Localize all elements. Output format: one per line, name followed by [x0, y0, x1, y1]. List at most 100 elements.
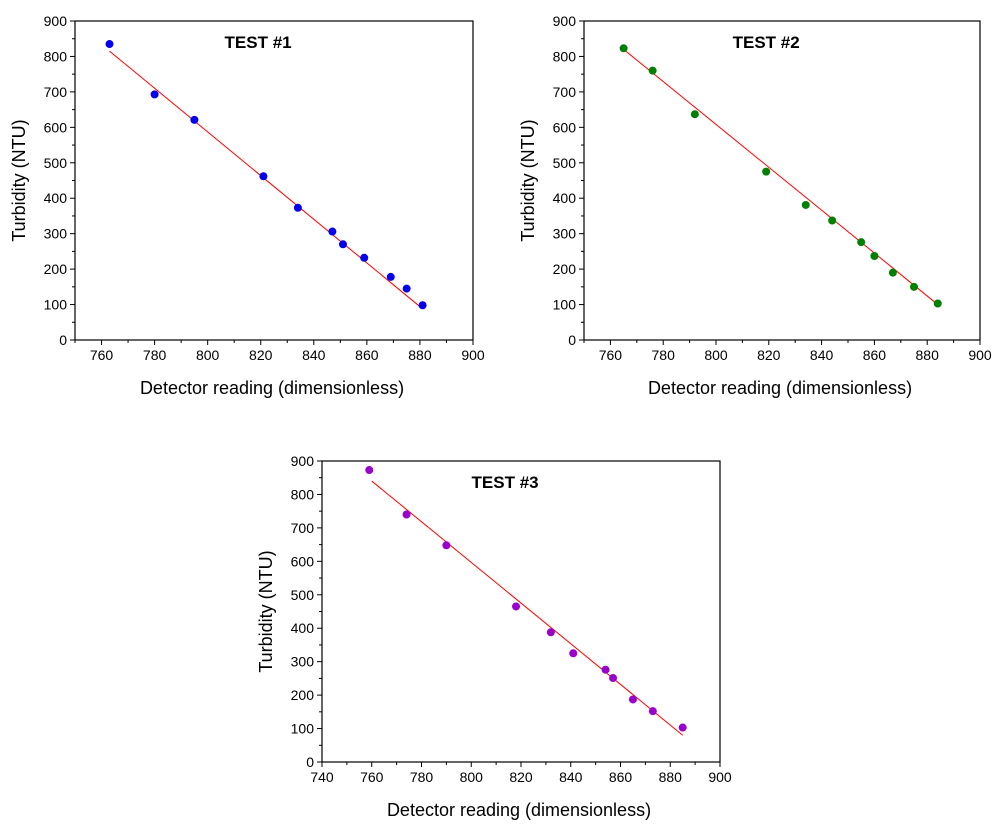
data-point: [678, 723, 687, 732]
data-point: [365, 466, 374, 475]
y-tick-label: 500: [553, 155, 577, 171]
data-point: [569, 649, 578, 658]
y-axis-label: Turbidity (NTU): [256, 550, 276, 672]
data-point: [190, 115, 199, 124]
y-tick-label: 200: [553, 261, 577, 277]
data-point: [402, 510, 411, 519]
x-tick-label: 900: [968, 347, 992, 363]
data-point: [648, 707, 657, 716]
panel-title: TEST #1: [225, 33, 292, 52]
x-tick-label: 860: [355, 347, 379, 363]
x-tick-label: 840: [302, 347, 326, 363]
x-tick-label: 740: [310, 769, 334, 785]
x-tick-label: 860: [863, 347, 887, 363]
y-tick-label: 800: [44, 48, 68, 64]
chart-panel-1: 760 780 800 820 840 860 880 900 0 100 200 300 400 500…: [9, 13, 485, 398]
data-point: [762, 167, 771, 176]
y-tick-label: 600: [44, 119, 68, 135]
data-point: [150, 90, 159, 99]
data-point: [619, 44, 628, 53]
data-point: [857, 238, 866, 247]
plot-frame: [583, 20, 981, 341]
data-point: [259, 172, 268, 181]
data-point: [360, 253, 369, 262]
x-tick-label: 800: [196, 347, 220, 363]
y-tick-label: 0: [568, 332, 576, 348]
data-point: [442, 541, 451, 550]
y-tick-label: 900: [44, 13, 68, 29]
data-point: [609, 674, 618, 683]
fit-line: [109, 50, 423, 310]
y-tick-label: 200: [291, 687, 315, 703]
x-axis-label: Detector reading (dimensionless): [140, 378, 404, 398]
x-tick-label: 840: [810, 347, 834, 363]
x-tick-label: 780: [652, 347, 676, 363]
x-tick-label: 880: [659, 769, 683, 785]
y-tick-label: 700: [553, 84, 577, 100]
y-tick-label: 0: [306, 754, 314, 770]
data-point: [628, 695, 637, 704]
y-tick-label: 100: [44, 297, 68, 313]
x-axis-label: Detector reading (dimensionless): [648, 378, 912, 398]
y-tick-label: 400: [291, 620, 315, 636]
data-point: [338, 240, 347, 249]
y-tick-label: 700: [291, 520, 315, 536]
data-point: [386, 272, 395, 281]
data-point: [512, 602, 521, 611]
data-point: [648, 66, 657, 75]
panel-title: TEST #3: [472, 473, 539, 492]
y-tick-label: 700: [44, 84, 68, 100]
x-tick-label: 780: [410, 769, 434, 785]
x-tick-label: 800: [704, 347, 728, 363]
x-tick-label: 780: [143, 347, 167, 363]
x-axis-label: Detector reading (dimensionless): [387, 800, 651, 820]
data-point: [801, 200, 810, 209]
data-point: [910, 282, 918, 291]
y-axis-label: Turbidity (NTU): [518, 119, 538, 241]
data-point: [870, 251, 879, 260]
y-tick-label: 900: [553, 13, 577, 29]
y-tick-label: 500: [291, 587, 315, 603]
x-tick-label: 800: [460, 769, 484, 785]
x-tick-label: 860: [609, 769, 633, 785]
y-tick-label: 400: [553, 190, 577, 206]
y-axis-label: Turbidity (NTU): [9, 119, 29, 241]
data-point: [418, 301, 427, 310]
y-tick-label: 900: [291, 453, 315, 469]
data-point: [105, 40, 114, 49]
y-tick-label: 300: [44, 226, 68, 242]
x-tick-label: 900: [708, 769, 732, 785]
data-point: [402, 284, 411, 293]
y-tick-label: 600: [291, 553, 315, 569]
chart-panel-2: 760 780 800 820 840 860 880 900 0 100 200 300 400 500…: [518, 13, 992, 398]
data-point: [328, 227, 337, 236]
plot-frame: [74, 20, 474, 341]
x-tick-label: 760: [360, 769, 384, 785]
x-tick-label: 820: [757, 347, 781, 363]
data-point: [601, 665, 610, 674]
x-tick-label: 820: [249, 347, 273, 363]
x-tick-label: 880: [408, 347, 432, 363]
y-tick-label: 300: [553, 226, 577, 242]
x-tick-label: 880: [916, 347, 940, 363]
y-tick-label: 100: [291, 721, 315, 737]
y-tick-label: 800: [553, 48, 577, 64]
data-point: [888, 268, 897, 277]
x-tick-label: 760: [599, 347, 623, 363]
panel-title: TEST #2: [733, 33, 800, 52]
fit-line: [623, 48, 939, 305]
x-tick-label: 760: [90, 347, 114, 363]
y-tick-label: 800: [291, 486, 315, 502]
chart-panel-3: 740 760 780 800 820 840 860 880 900 0 100 200 300 400…: [256, 453, 732, 820]
fit-line: [371, 480, 684, 736]
x-tick-label: 900: [461, 347, 485, 363]
y-tick-label: 100: [553, 297, 577, 313]
data-point: [546, 628, 555, 637]
y-tick-label: 500: [44, 155, 68, 171]
x-tick-label: 820: [509, 769, 533, 785]
y-tick-label: 200: [44, 261, 68, 277]
data-point: [293, 203, 302, 212]
y-tick-label: 600: [553, 119, 577, 135]
data-point: [933, 299, 942, 308]
